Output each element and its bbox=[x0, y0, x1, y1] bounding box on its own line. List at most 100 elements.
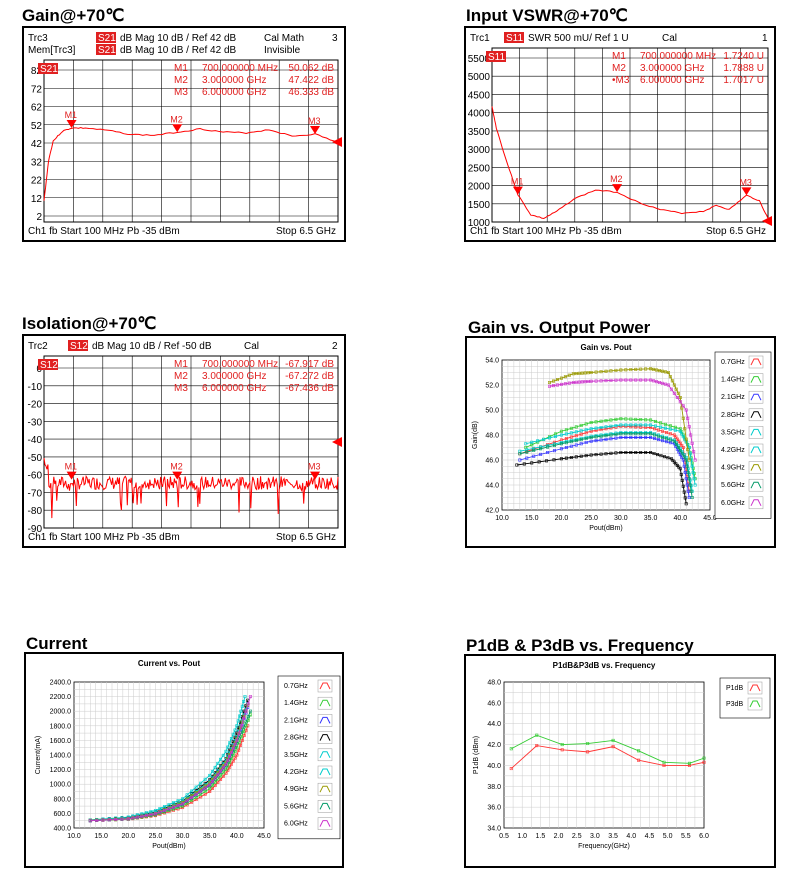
trace-badge-bg bbox=[38, 63, 58, 74]
data-point bbox=[176, 799, 180, 803]
data-point bbox=[580, 371, 584, 375]
y-tick-label: -30 bbox=[28, 417, 43, 428]
data-point bbox=[609, 378, 613, 382]
data-point bbox=[153, 812, 157, 816]
data-point bbox=[693, 483, 697, 487]
data-point bbox=[624, 423, 628, 427]
legend-label: 5.6GHz bbox=[284, 803, 308, 810]
data-point bbox=[653, 437, 657, 441]
x-tick-label: 20.0 bbox=[121, 833, 135, 840]
marker-value: 1.7240 U bbox=[723, 51, 764, 62]
data-point bbox=[574, 439, 578, 443]
data-point bbox=[629, 417, 633, 421]
y-tick-label: 54.0 bbox=[485, 358, 499, 365]
data-point bbox=[231, 759, 235, 763]
data-point bbox=[228, 741, 232, 745]
data-point bbox=[644, 423, 648, 427]
x-tick-label: 2.0 bbox=[554, 833, 564, 840]
data-point bbox=[654, 424, 658, 428]
data-point bbox=[685, 464, 689, 468]
header-badge-bg bbox=[68, 340, 88, 351]
data-point bbox=[563, 382, 567, 386]
data-point bbox=[634, 417, 638, 421]
data-point bbox=[629, 425, 633, 429]
marker-freq: 700.000000 MHz bbox=[202, 63, 278, 74]
data-point bbox=[144, 813, 148, 817]
data-point bbox=[653, 433, 657, 437]
data-point bbox=[586, 379, 590, 383]
y-tick-label: 38.0 bbox=[487, 784, 501, 791]
series-line-P1dB bbox=[510, 745, 705, 769]
data-point bbox=[681, 446, 685, 450]
data-point bbox=[619, 423, 623, 427]
x-tick-label: 2.5 bbox=[572, 833, 582, 840]
data-point bbox=[120, 817, 124, 821]
data-point bbox=[559, 433, 563, 437]
data-point bbox=[664, 437, 668, 441]
data-point bbox=[619, 432, 623, 436]
data-point bbox=[560, 743, 564, 747]
x-tick-label: 15.0 bbox=[525, 515, 539, 522]
y-tick-label: 82 bbox=[31, 66, 43, 77]
data-point bbox=[242, 699, 246, 703]
data-point bbox=[208, 790, 212, 794]
legend-swatch-box bbox=[747, 681, 763, 695]
legend-swatch-box bbox=[317, 800, 333, 813]
data-point bbox=[683, 496, 687, 500]
data-point bbox=[542, 437, 546, 441]
gain-chart: Trc3 S21 dB Mag 10 dB / Ref 42 dB Cal Math 3… bbox=[22, 26, 346, 242]
footer-start: Ch1 fb Start 100 MHz Pb -35 dBm bbox=[470, 226, 622, 237]
marker-value: 46.333 dB bbox=[288, 87, 334, 98]
marker-name: M2 bbox=[174, 371, 188, 382]
data-point bbox=[687, 477, 691, 481]
data-point bbox=[614, 378, 618, 382]
legend-swatch-line bbox=[750, 376, 762, 383]
p1db-title: P1dB & P3dB vs. Frequency bbox=[466, 636, 694, 655]
data-point bbox=[238, 714, 242, 718]
x-tick-label: 5.0 bbox=[663, 833, 673, 840]
legend-swatch-box bbox=[317, 765, 333, 779]
y-tick-label: 36.0 bbox=[487, 805, 501, 812]
legend-label: P1dB bbox=[726, 685, 743, 692]
data-point bbox=[611, 738, 615, 742]
legend-label: 5.6GHz bbox=[721, 482, 745, 489]
data-point bbox=[126, 817, 130, 821]
x-tick-label: 30.0 bbox=[176, 833, 190, 840]
legend-label: 2.8GHz bbox=[721, 412, 745, 419]
data-point bbox=[586, 371, 590, 375]
data-point bbox=[583, 371, 587, 375]
data-point bbox=[574, 455, 578, 459]
data-point bbox=[229, 737, 233, 741]
header-channel-num: 3 bbox=[332, 33, 338, 44]
data-point bbox=[231, 753, 235, 757]
data-point bbox=[240, 704, 244, 708]
data-point bbox=[181, 797, 185, 801]
x-tick-label: 1.0 bbox=[517, 833, 527, 840]
data-point bbox=[594, 426, 598, 430]
legend-swatch-line bbox=[750, 464, 762, 471]
marker-value: -67.272 dB bbox=[285, 371, 334, 382]
data-point bbox=[237, 748, 241, 752]
data-point bbox=[664, 440, 668, 444]
y-tick-label: 2000.0 bbox=[50, 709, 72, 716]
marker-label: M1 bbox=[65, 110, 78, 120]
data-point bbox=[649, 378, 653, 382]
marker-label: M3 bbox=[739, 177, 752, 187]
data-point bbox=[660, 369, 664, 373]
series-line-4.9GHz bbox=[549, 368, 690, 461]
data-point bbox=[226, 745, 230, 749]
data-point bbox=[604, 452, 608, 456]
data-point bbox=[553, 434, 557, 438]
y-tick-label: 600.0 bbox=[53, 811, 71, 818]
data-point bbox=[552, 443, 556, 447]
data-point bbox=[678, 400, 682, 404]
data-point bbox=[577, 380, 581, 384]
marker-triangle bbox=[172, 471, 183, 480]
legend-label: 2.1GHz bbox=[721, 394, 745, 401]
data-point bbox=[686, 471, 690, 475]
data-point bbox=[221, 766, 225, 770]
data-point bbox=[668, 438, 672, 442]
data-point bbox=[684, 502, 688, 506]
data-point bbox=[676, 446, 680, 450]
data-point bbox=[599, 379, 603, 383]
